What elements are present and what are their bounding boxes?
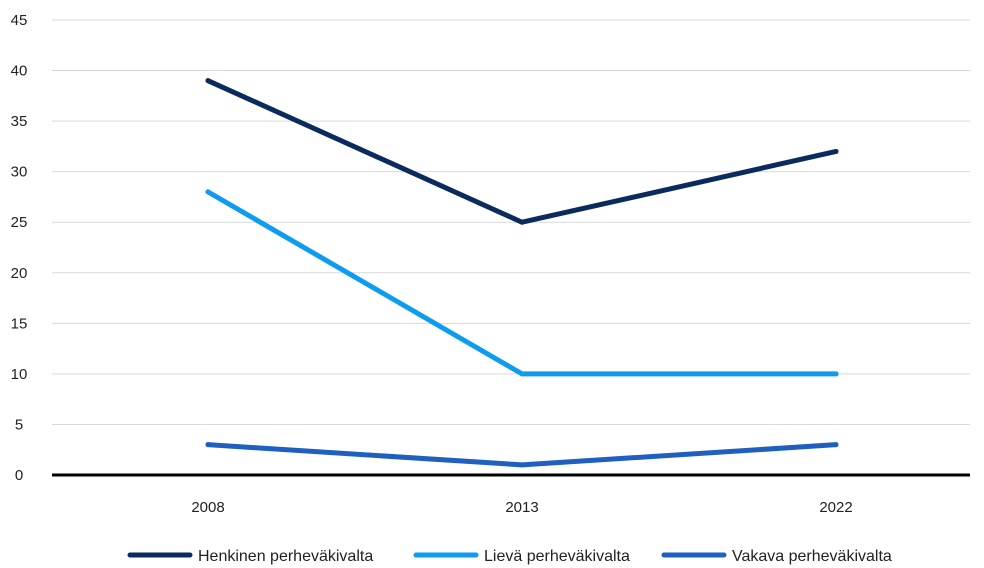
legend-label: Henkinen perheväkivalta	[198, 548, 373, 565]
data-point	[205, 189, 211, 195]
x-tick-label: 2022	[819, 499, 852, 516]
legend-label: Lievä perheväkivalta	[484, 548, 630, 565]
y-tick-label: 45	[11, 12, 28, 29]
data-point	[519, 371, 525, 377]
grid-lines	[52, 19, 970, 425]
legend-item-3: Vakava perheväkivalta	[661, 548, 892, 565]
data-point	[519, 219, 525, 225]
y-tick-label: 35	[11, 113, 28, 130]
y-tick-label: 10	[11, 366, 28, 383]
data-point	[519, 462, 525, 468]
data-point	[205, 78, 211, 84]
data-point	[833, 371, 839, 377]
y-tick-label: 0	[15, 467, 23, 484]
x-tick-label: 2013	[505, 499, 538, 516]
y-tick-label: 30	[11, 164, 28, 181]
data-point	[833, 442, 839, 448]
x-tick-label: 2008	[191, 499, 224, 516]
y-axis-tick-labels: 0 5 10 15 20 25 30 35 40 45	[11, 12, 28, 484]
y-tick-label: 15	[11, 315, 28, 332]
legend-item-1: Henkinen perheväkivalta	[127, 548, 373, 565]
legend-item-2: Lievä perheväkivalta	[413, 548, 630, 565]
y-tick-label: 20	[11, 265, 28, 282]
legend: Henkinen perheväkivalta Lievä perheväkiva…	[127, 548, 892, 565]
legend-label: Vakava perheväkivalta	[732, 548, 892, 565]
series-line-1	[205, 78, 839, 225]
series-lines	[205, 78, 839, 468]
series-line-3	[205, 442, 839, 468]
y-tick-label: 5	[15, 416, 23, 433]
series-line-2	[205, 189, 839, 377]
x-axis-tick-labels: 2008 2013 2022	[191, 499, 852, 516]
data-point	[205, 442, 211, 448]
y-tick-label: 40	[11, 63, 28, 80]
data-point	[833, 148, 839, 154]
y-tick-label: 25	[11, 214, 28, 231]
